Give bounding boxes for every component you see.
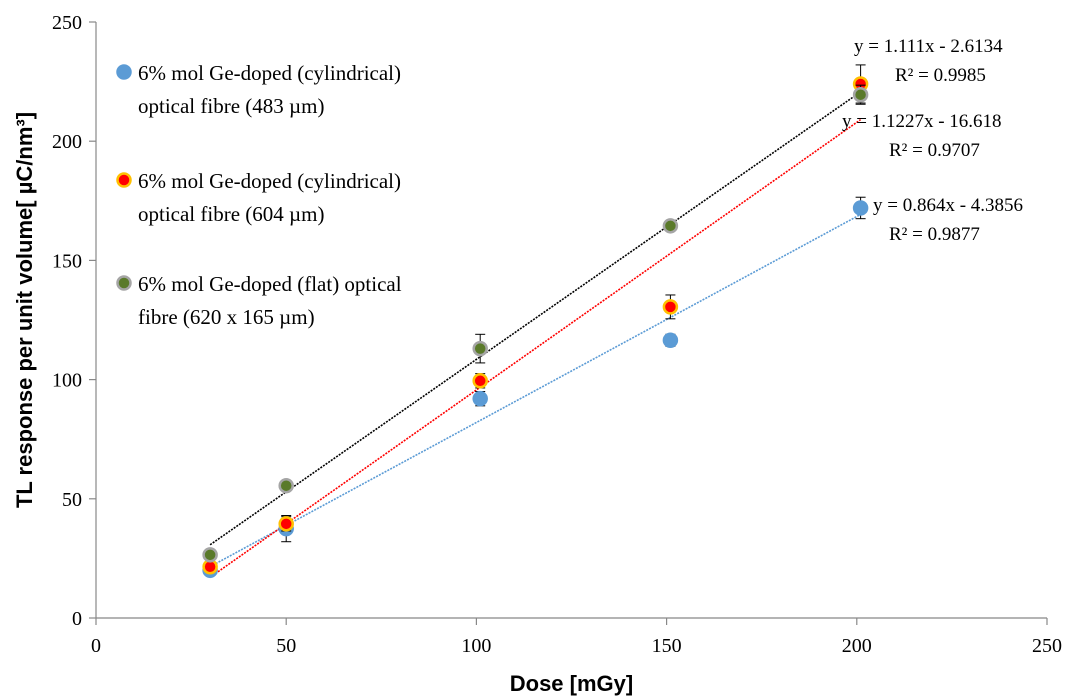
y-tick-label: 0 [72,608,82,630]
data-point-series-1 [852,200,869,216]
trendline-equation-series-1: y = 0.864x - 4.3856 [873,195,1023,216]
data-point-series-2 [662,299,679,315]
y-tick-label: 200 [52,131,82,153]
legend-label-series-1: optical fibre (483 µm) [138,94,324,118]
x-axis-title: Dose [mGy] [510,671,633,696]
x-tick-label: 250 [1032,635,1062,657]
x-tick-label: 0 [91,635,101,657]
legend-marker-series-3 [116,275,132,291]
data-point-series-2 [472,373,488,389]
trendline-equation-series-2: y = 1.1227x - 16.618 [842,111,1002,132]
data-point-series-3 [202,547,218,563]
r-squared-series-3: R² = 0.9985 [895,65,986,86]
legend-label-series-2: 6% mol Ge-doped (cylindrical) [138,169,401,193]
data-point-series-3 [662,218,679,234]
legend-marker-series-1 [116,64,132,80]
data-points [202,64,869,579]
legend: 6% mol Ge-doped (cylindrical) optical fib… [116,61,402,329]
y-tick-label: 100 [52,370,82,392]
trendline-series-1 [209,213,861,568]
y-tick-label: 150 [52,250,82,272]
x-tick-label: 100 [461,635,491,657]
y-tick-label: 250 [52,12,82,34]
x-tick-label: 200 [842,635,872,657]
trendline-equation-series-3: y = 1.111x - 2.6134 [854,36,1003,57]
trendline-equations: y = 0.864x - 4.3856 R² = 0.9877 y = 1.1227… [842,36,1023,245]
data-point-series-3 [278,477,294,494]
legend-marker-series-2 [116,172,132,188]
legend-label-series-3: fibre (620 x 165 µm) [138,305,315,329]
r-squared-series-1: R² = 0.9877 [889,224,980,245]
data-point-series-3 [472,340,488,357]
axes: 0 50 100 150 200 250 0 50 100 150 200 250 [52,12,1062,657]
y-axis-title: TL response per unit volume[ µC/nm³] [12,112,37,508]
data-point-series-1 [472,390,488,407]
data-point-series-1 [662,332,679,349]
data-point-series-3 [852,86,869,103]
legend-label-series-1: 6% mol Ge-doped (cylindrical) [138,61,401,85]
legend-label-series-2: optical fibre (604 µm) [138,202,324,226]
r-squared-series-2: R² = 0.9707 [889,140,980,161]
x-tick-label: 50 [276,635,296,657]
trendline-series-3 [209,91,862,546]
x-tick-label: 150 [652,635,682,657]
trendline-series-2 [209,118,862,578]
trendlines [209,91,862,578]
legend-label-series-3: 6% mol Ge-doped (flat) optical [138,272,402,296]
y-tick-label: 50 [62,489,82,511]
data-point-series-2 [278,516,294,532]
